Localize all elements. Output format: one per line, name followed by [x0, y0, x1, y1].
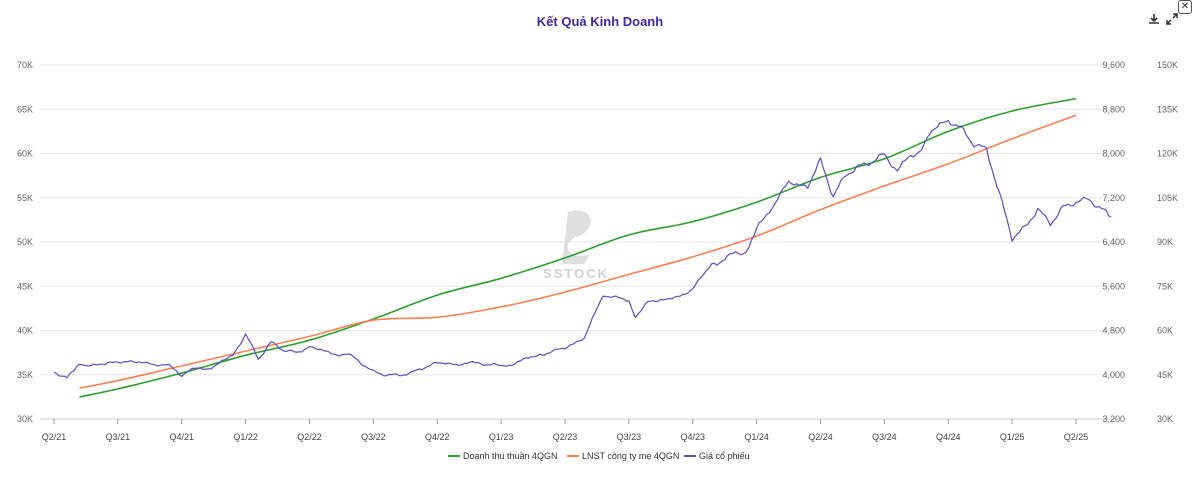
- x-tick-label: Q3/23: [617, 432, 642, 442]
- series-line-lnst[interactable]: [79, 114, 1077, 389]
- x-tick-label: Q4/24: [936, 432, 961, 442]
- y-right2-tick-label: 105K: [1157, 193, 1178, 203]
- y-right2-tick-label: 120K: [1157, 149, 1178, 159]
- y-right1-tick-label: 6,400: [1102, 237, 1125, 247]
- legend-item-label[interactable]: Doanh thu thuần 4QGN: [463, 451, 558, 461]
- y-right2-tick-label: 150K: [1157, 60, 1178, 70]
- series-line-doanh-thu[interactable]: [79, 97, 1077, 398]
- x-tick-label: Q1/22: [233, 432, 258, 442]
- y-right1-tick-label: 8,800: [1102, 104, 1125, 114]
- legend-item-label[interactable]: Giá cổ phiếu: [699, 451, 750, 461]
- y-left-tick-label: 70K: [17, 60, 33, 70]
- chart-title: Kết Quả Kinh Doanh: [536, 14, 664, 29]
- x-tick-label: Q3/22: [361, 432, 386, 442]
- x-tick-label: Q4/23: [680, 432, 705, 442]
- y-right2-tick-label: 75K: [1157, 281, 1173, 291]
- x-tick-label: Q2/23: [553, 432, 578, 442]
- y-right2-tick-label: 45K: [1157, 370, 1173, 380]
- y-left-tick-label: 55K: [17, 193, 33, 203]
- y-left-tick-label: 40K: [17, 326, 33, 336]
- x-tick-label: Q1/24: [744, 432, 769, 442]
- x-tick-label: Q2/21: [42, 432, 67, 442]
- sstock-watermark: SSTOCK: [543, 210, 609, 281]
- x-tick-label: Q2/24: [808, 432, 833, 442]
- y-left-tick-label: 30K: [17, 414, 33, 424]
- close-icon[interactable]: ✕: [1178, 0, 1192, 14]
- series-line-gia-co-phieu[interactable]: [53, 119, 1112, 379]
- y-left-tick-label: 35K: [17, 370, 33, 380]
- download-icon[interactable]: [1146, 12, 1162, 28]
- x-tick-label: Q3/21: [106, 432, 131, 442]
- y-right1-tick-label: 4,000: [1102, 370, 1125, 380]
- y-right2-tick-label: 30K: [1157, 414, 1173, 424]
- watermark-text: SSTOCK: [543, 266, 609, 281]
- y-right1-tick-label: 3,200: [1102, 414, 1125, 424]
- y-right1-tick-label: 4,800: [1102, 326, 1125, 336]
- y-right1-tick-label: 7,200: [1102, 193, 1125, 203]
- y-right1-tick-label: 8,000: [1102, 149, 1125, 159]
- legend-item-label[interactable]: LNST công ty mẹ 4QGN: [582, 451, 679, 461]
- y-right1-tick-label: 5,600: [1102, 281, 1125, 291]
- y-left-tick-label: 65K: [17, 104, 33, 114]
- expand-icon[interactable]: [1164, 12, 1180, 28]
- y-right1-tick-label: 9,600: [1102, 60, 1125, 70]
- x-tick-label: Q1/25: [1000, 432, 1025, 442]
- y-left-tick-label: 45K: [17, 281, 33, 291]
- x-tick-label: Q2/22: [297, 432, 322, 442]
- watermark-logo: [562, 210, 591, 264]
- y-right2-tick-label: 60K: [1157, 326, 1173, 336]
- y-left-tick-label: 60K: [17, 149, 33, 159]
- y-right2-tick-label: 135K: [1157, 104, 1178, 114]
- y-left-tick-label: 50K: [17, 237, 33, 247]
- y-right2-tick-label: 90K: [1157, 237, 1173, 247]
- x-tick-label: Q1/23: [489, 432, 514, 442]
- x-tick-label: Q4/21: [169, 432, 194, 442]
- x-tick-label: Q3/24: [872, 432, 897, 442]
- x-tick-label: Q4/22: [425, 432, 450, 442]
- x-tick-label: Q2/25: [1064, 432, 1089, 442]
